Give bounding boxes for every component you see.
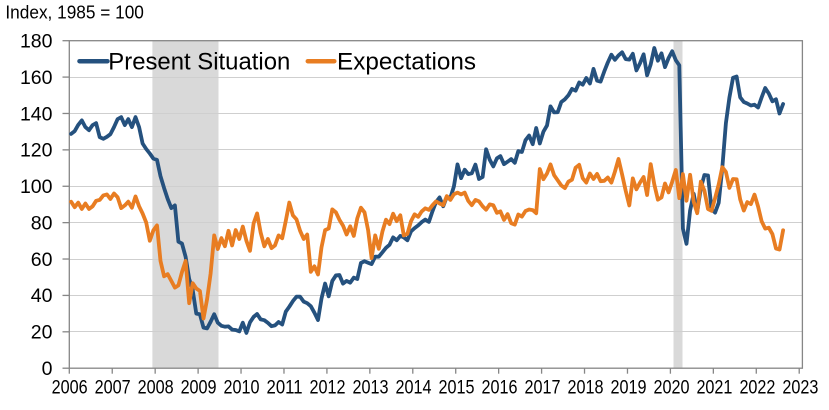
svg-text:2018: 2018 <box>567 378 603 399</box>
svg-text:40: 40 <box>31 285 53 307</box>
svg-text:100: 100 <box>20 176 53 198</box>
svg-text:2007: 2007 <box>95 378 131 399</box>
svg-text:2006: 2006 <box>52 378 88 399</box>
svg-text:2022: 2022 <box>739 378 775 399</box>
svg-text:120: 120 <box>20 140 53 162</box>
svg-text:2023: 2023 <box>782 378 818 399</box>
svg-text:2016: 2016 <box>482 378 518 399</box>
svg-text:2020: 2020 <box>653 378 689 399</box>
svg-text:2017: 2017 <box>524 378 560 399</box>
svg-text:2013: 2013 <box>353 378 389 399</box>
svg-text:0: 0 <box>42 358 53 380</box>
svg-text:2019: 2019 <box>610 378 646 399</box>
svg-text:Expectations: Expectations <box>337 48 476 75</box>
svg-text:2011: 2011 <box>267 378 303 399</box>
svg-text:Present Situation: Present Situation <box>108 48 290 75</box>
svg-text:80: 80 <box>31 212 53 234</box>
svg-text:2021: 2021 <box>696 378 732 399</box>
svg-text:2012: 2012 <box>310 378 346 399</box>
svg-text:160: 160 <box>20 67 53 89</box>
svg-text:Index, 1985 = 100: Index, 1985 = 100 <box>5 1 144 22</box>
svg-text:2015: 2015 <box>439 378 475 399</box>
svg-text:2009: 2009 <box>181 378 217 399</box>
svg-text:140: 140 <box>20 103 53 125</box>
svg-text:60: 60 <box>31 249 53 271</box>
svg-text:2008: 2008 <box>138 378 174 399</box>
svg-text:2014: 2014 <box>396 378 432 399</box>
svg-text:180: 180 <box>20 31 53 53</box>
svg-text:2010: 2010 <box>224 378 260 399</box>
svg-text:20: 20 <box>31 322 53 344</box>
